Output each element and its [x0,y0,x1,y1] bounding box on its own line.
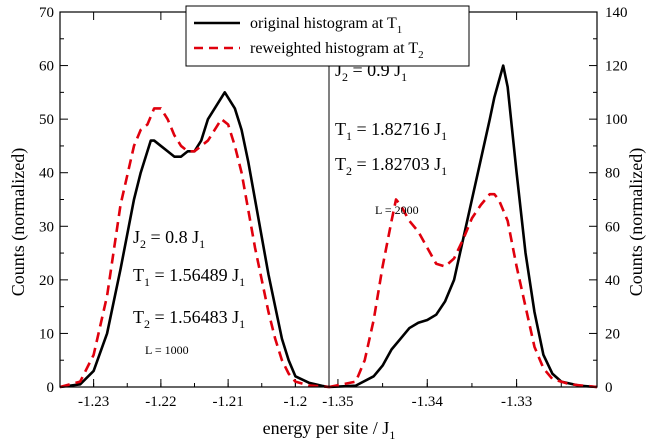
annotation-main: T [335,119,346,139]
annotation-main: J [335,60,342,80]
x-tick-label-right: -1.34 [412,394,444,410]
legend-label-original-main: original histogram at T [250,15,397,32]
legend-box [185,5,470,67]
annotation-sub: 2 [140,237,146,251]
y-tick-label-right: 0 [605,380,613,396]
x-tick-label-left: -1.22 [145,394,176,410]
legend-label-original: original histogram at T1 [250,15,402,36]
annotation-right-1: T1 = 1.82716 J1 [335,119,447,143]
annotation-rest: = 0.8 J [146,227,199,247]
y-tick-label-left: 40 [39,166,54,182]
legend-label-reweighted-sub: 2 [418,49,424,61]
y-tick-label-left: 70 [39,5,54,21]
y-tick-label-right: 40 [605,273,620,289]
y-tick-label-right: 60 [605,219,620,235]
annotation-main: L = 1000 [145,343,189,357]
y-tick-label-left: 30 [39,219,54,235]
annotation-sub: 1 [346,129,352,143]
annotation-left-2: T2 = 1.56483 J1 [133,307,245,331]
x-axis-title-sub: 1 [389,428,395,442]
y-tick-label-left: 60 [39,59,54,75]
legend-label-original-sub: 1 [397,24,403,36]
y-tick-label-left: 10 [39,326,54,342]
y-tick-label-right: 120 [605,59,628,75]
legend-label-reweighted: reweighted histogram at T2 [250,40,424,61]
series-line-right-reweighted [328,192,598,389]
annotation-rest: = 1.82716 J [352,119,441,139]
x-axis-title-main: energy per site / J [263,418,390,438]
annotation-main: T [133,265,144,285]
annotation-left-1: T1 = 1.56489 J1 [133,265,245,289]
annotation-sub2: 1 [199,237,205,251]
y-axis-title-right: Counts (normalized) [626,148,647,296]
annotation-left-3: L = 1000 [145,343,189,357]
annotation-main: T [133,307,144,327]
y-tick-label-right: 140 [605,5,628,21]
annotation-sub: 2 [342,70,348,84]
x-tick-label-left: -1.21 [213,394,244,410]
y-tick-label-left: 0 [47,380,55,396]
x-axis-title: energy per site / J1 [263,418,396,442]
annotation-main: L = 2000 [375,203,419,217]
annotation-sub2: 1 [441,164,447,178]
annotation-sub: 2 [144,317,150,331]
legend-label-reweighted-main: reweighted histogram at T [250,40,418,57]
annotation-left-0: J2 = 0.8 J1 [133,227,205,251]
annotation-sub2: 1 [239,275,245,289]
y-tick-label-right: 20 [605,326,620,342]
annotation-main: J [133,227,140,247]
y-axis-label-left: Counts (normalized) [8,148,29,296]
y-axis-label-right: Counts (normalized) [626,148,647,296]
annotation-right-2: T2 = 1.82703 J1 [335,154,447,178]
annotation-sub: 2 [346,164,352,178]
annotation-sub: 1 [144,275,150,289]
series-line-left-original [59,91,330,389]
y-axis-title-left: Counts (normalized) [8,148,29,296]
y-tick-label-left: 50 [39,112,54,128]
annotation-sub2: 1 [239,317,245,331]
legend: original histogram at T1 reweighted hist… [185,5,470,67]
y-tick-label-right: 80 [605,166,620,182]
y-tick-label-right: 100 [605,112,628,128]
annotation-sub2: 1 [401,70,407,84]
series-line-left-reweighted [59,107,330,389]
y-tick-label-left: 20 [39,273,54,289]
annotation-sub2: 1 [441,129,447,143]
x-tick-label-right: -1.33 [501,394,532,410]
annotation-right-3: L = 2000 [375,203,419,217]
annotation-rest: = 1.56489 J [150,265,239,285]
x-tick-label-left: -1.2 [284,394,308,410]
x-tick-label-left: -1.23 [78,394,109,410]
series-line-right-original [328,64,598,389]
x-tick-label-right: -1.35 [322,394,353,410]
annotation-rest: = 1.56483 J [150,307,239,327]
annotation-main: T [335,154,346,174]
annotation-rest: = 1.82703 J [352,154,441,174]
